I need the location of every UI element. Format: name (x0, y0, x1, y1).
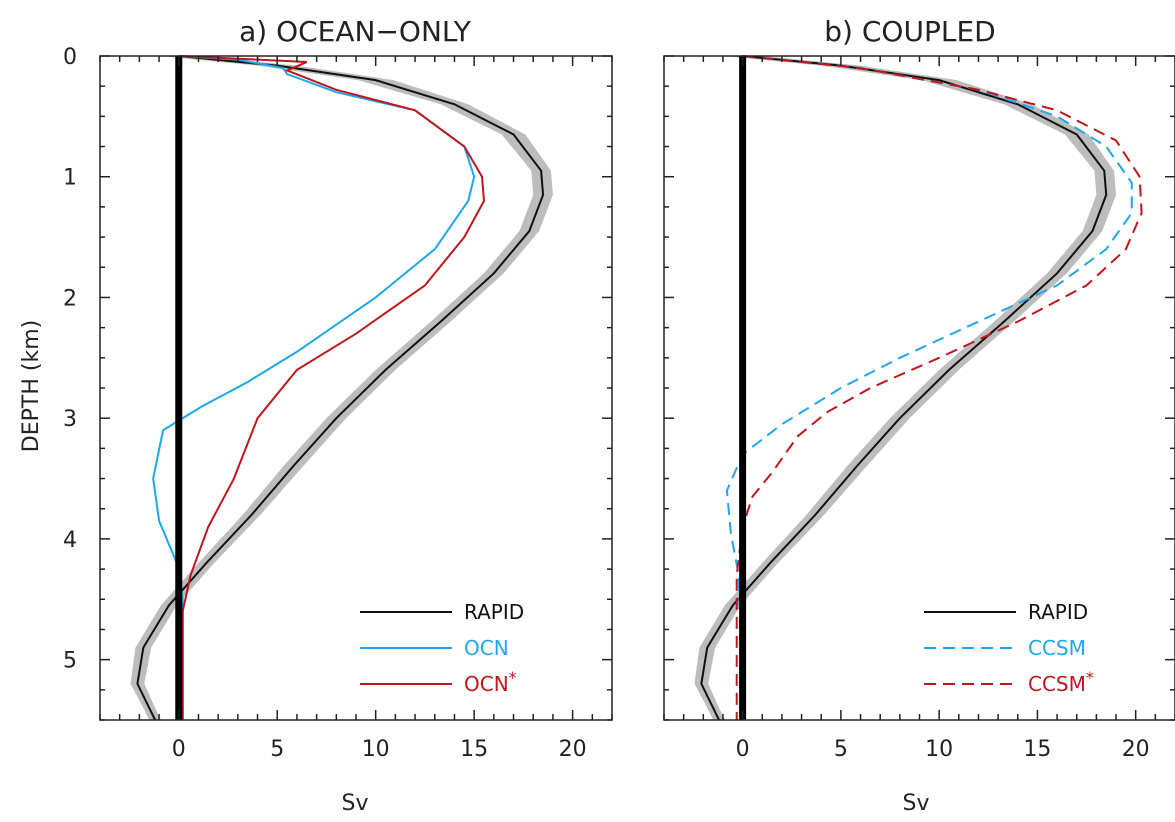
panel-b-axes: 0 5 10 15 20 (663, 55, 1175, 762)
y-tick-label: 1 (63, 166, 77, 191)
legend-label: CCSM (1028, 636, 1086, 660)
panel-a-xlabel: Sv (342, 791, 369, 816)
x-tick-label: 0 (736, 737, 750, 762)
x-tick-label: 0 (172, 737, 186, 762)
panel-b-title: b) COUPLED (824, 15, 995, 48)
series-line-rapid (136, 55, 545, 721)
series-line-ocn (152, 55, 476, 720)
panel-a-legend: RAPID OCN OCN* (360, 600, 524, 696)
panel-b-series (700, 55, 1143, 721)
x-tick-label: 20 (559, 737, 587, 762)
panel-a-ocean-only: a) OCEAN−ONLY DEPTH (km) Sv 0 5 10 15 20 0 1 2 3… (19, 15, 613, 816)
series-line-ccsm (725, 55, 1133, 721)
legend-label: RAPID (1028, 600, 1088, 624)
legend-label: OCN (464, 636, 509, 660)
y-tick-label: 5 (63, 649, 77, 674)
panel-a-title: a) OCEAN−ONLY (239, 15, 472, 48)
x-tick-label: 15 (460, 737, 488, 762)
panel-b-legend: RAPID CCSM CCSM* (924, 600, 1094, 696)
x-tick-label: 5 (270, 737, 284, 762)
panel-a-ylabel: DEPTH (km) (19, 320, 44, 452)
y-tick-label: 3 (63, 407, 77, 432)
legend-label: OCN* (464, 668, 517, 696)
panel-a-series (136, 55, 545, 721)
series-line-ocn-star (178, 55, 486, 720)
panel-b-coupled: b) COUPLED Sv 0 5 10 15 20 RAPID CCSM CCSM* (663, 15, 1175, 816)
series-line-rapid (700, 55, 1108, 721)
x-tick-label: 10 (925, 737, 953, 762)
legend-label: RAPID (464, 600, 524, 624)
y-tick-label: 2 (63, 286, 77, 311)
panel-b-xlabel: Sv (903, 791, 930, 816)
panel-a-axes: 0 5 10 15 20 0 1 2 3 4 5 (63, 45, 613, 762)
y-tick-label: 4 (63, 528, 77, 553)
x-tick-label: 10 (362, 737, 390, 762)
x-tick-label: 20 (1122, 737, 1150, 762)
legend-label: CCSM* (1028, 668, 1094, 696)
y-tick-label: 0 (63, 45, 77, 70)
x-tick-label: 5 (834, 737, 848, 762)
x-tick-label: 15 (1023, 737, 1051, 762)
series-line-ccsm-star (735, 55, 1143, 720)
